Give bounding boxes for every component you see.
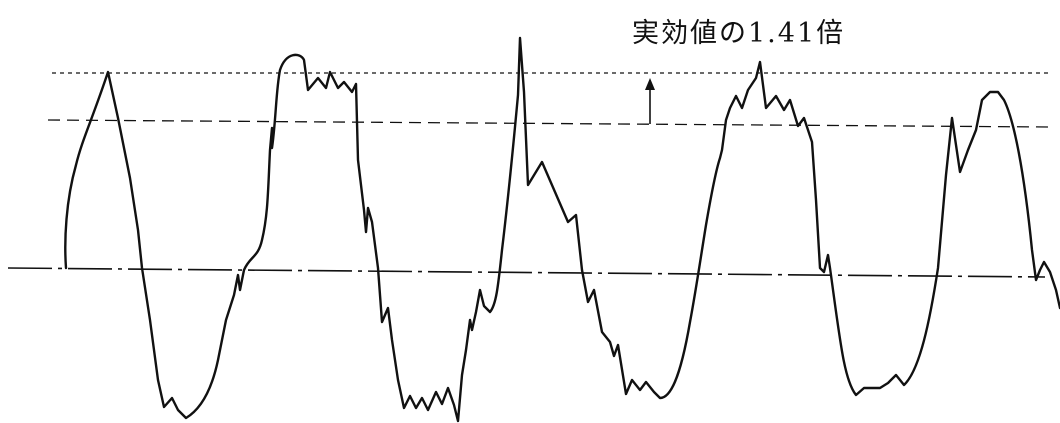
rms-level-line [47, 119, 1051, 128]
up-arrow-icon [645, 78, 655, 124]
zero-baseline [7, 267, 1046, 278]
waveform-trace [64, 36, 1060, 423]
peak-ratio-label: 実効値の1.41倍 [632, 18, 845, 49]
